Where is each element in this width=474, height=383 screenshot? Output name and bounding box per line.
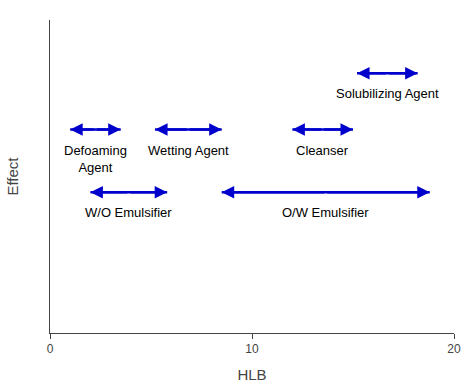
svg-text:20: 20 [447, 342, 461, 356]
svg-text:Solubilizing Agent: Solubilizing Agent [336, 86, 439, 101]
svg-text:Effect: Effect [4, 157, 21, 196]
svg-text:10: 10 [245, 342, 259, 356]
svg-text:0: 0 [47, 342, 54, 356]
svg-text:Cleanser: Cleanser [296, 143, 349, 158]
svg-text:W/O Emulsifier: W/O Emulsifier [85, 205, 172, 220]
svg-text:O/W Emulsifier: O/W Emulsifier [282, 205, 369, 220]
svg-text:HLB: HLB [237, 366, 266, 383]
svg-text:DefoamingAgent: DefoamingAgent [64, 143, 127, 175]
svg-text:Wetting Agent: Wetting Agent [148, 143, 229, 158]
